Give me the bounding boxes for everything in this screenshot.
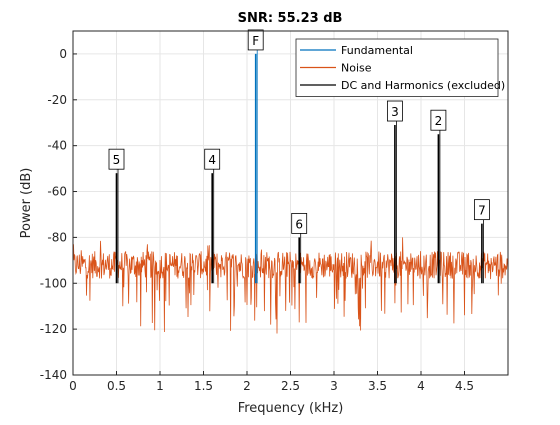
marker-label-6: 6 xyxy=(295,217,303,231)
x-tick-label: 2.5 xyxy=(281,379,300,393)
x-tick-label: 0 xyxy=(69,379,77,393)
noise-series xyxy=(72,237,509,334)
x-tick-label: 3.5 xyxy=(368,379,387,393)
noise-trace xyxy=(72,237,509,334)
legend-label: Noise xyxy=(341,62,372,75)
y-tick-label: -40 xyxy=(47,139,67,153)
marker-box-4 xyxy=(204,148,221,170)
x-tick-label: 4.5 xyxy=(455,379,474,393)
legend: Fundamental Noise DC and Harmonics (exclud… xyxy=(295,38,505,97)
x-tick-label: 1 xyxy=(156,379,164,393)
harmonic-markers: F 2 3 4 5 6 7 xyxy=(108,29,490,234)
x-tick-label: 0.5 xyxy=(107,379,126,393)
x-tick-label: 4 xyxy=(417,379,425,393)
y-tick-label: -60 xyxy=(47,185,67,199)
marker-label-3: 3 xyxy=(391,105,399,119)
chart-title: SNR: 55.23 dB xyxy=(238,11,343,26)
marker-box-7 xyxy=(473,199,490,221)
marker-box-6 xyxy=(291,212,308,234)
y-tick-label: -140 xyxy=(40,368,67,382)
legend-label: Fundamental xyxy=(341,44,413,57)
marker-label-F: F xyxy=(252,34,259,48)
y-tick-label: -100 xyxy=(40,276,67,290)
marker-label-5: 5 xyxy=(113,153,121,167)
y-axis-label: Power (dB) xyxy=(19,168,34,239)
y-tick-label: -20 xyxy=(47,93,67,107)
marker-label-4: 4 xyxy=(208,153,216,167)
marker-label-7: 7 xyxy=(478,204,486,218)
marker-label-2: 2 xyxy=(435,114,443,128)
x-tick-label: 2 xyxy=(243,379,251,393)
spike-series xyxy=(115,35,484,284)
x-tick-label: 3 xyxy=(330,379,338,393)
marker-box-F xyxy=(247,29,264,51)
x-tick-label: 1.5 xyxy=(194,379,213,393)
legend-label: DC and Harmonics (excluded) xyxy=(341,79,505,92)
y-tick-label: -120 xyxy=(40,322,67,336)
axis-ticks: 0 0.5 1 1.5 2 2.5 3 3.5 4 4.5 -140 -120 -100 -80 -60 -4… xyxy=(40,47,474,393)
marker-box-2 xyxy=(430,109,447,131)
y-tick-label: -80 xyxy=(47,230,67,244)
y-tick-label: 0 xyxy=(59,47,67,61)
marker-box-5 xyxy=(108,148,125,170)
x-axis-label: Frequency (kHz) xyxy=(238,401,344,416)
marker-box-3 xyxy=(386,100,403,122)
